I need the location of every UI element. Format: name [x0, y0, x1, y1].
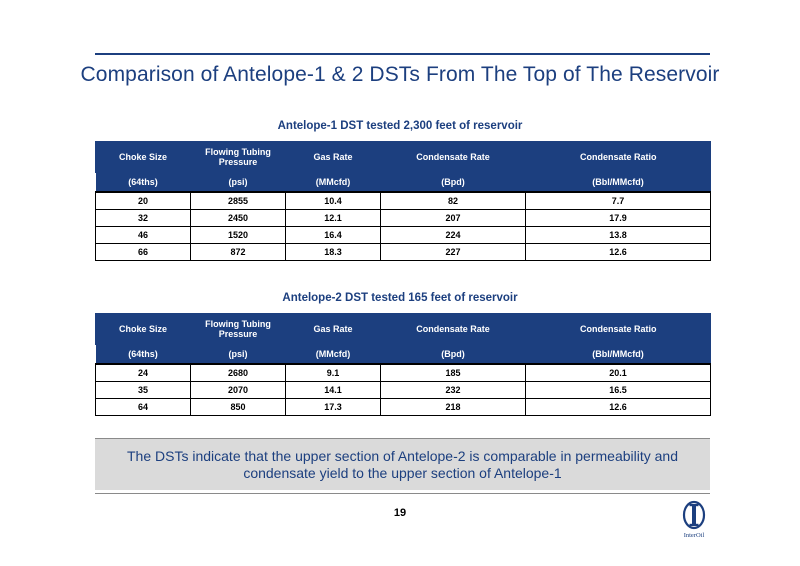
antelope-2-table: Choke Size Flowing Tubing Pressure Gas R…: [95, 313, 711, 416]
unit-choke-size: (64ths): [95, 173, 191, 192]
unit-condensate-rate: (Bpd): [380, 173, 526, 192]
table-cell: 66: [95, 243, 191, 261]
top-rule: [95, 53, 710, 55]
table-cell: 35: [95, 381, 191, 399]
table-cell: 64: [95, 398, 191, 416]
table-cell: 12.1: [285, 209, 381, 227]
table-cell: 17.3: [285, 398, 381, 416]
table-cell: 9.1: [285, 363, 381, 382]
table-cell: 16.5: [525, 381, 711, 399]
table-cell: 18.3: [285, 243, 381, 261]
unit-gas-rate: (MMcfd): [285, 173, 381, 192]
unit-condensate-ratio: (Bbl/MMcfd): [525, 173, 711, 192]
table-cell: 7.7: [525, 191, 711, 210]
table-row: 20 2855 10.4 82 7.7: [95, 191, 711, 210]
table-cell: 14.1: [285, 381, 381, 399]
table-cell: 2070: [190, 381, 286, 399]
header-condensate-rate: Condensate Rate: [380, 313, 526, 345]
table-cell: 850: [190, 398, 286, 416]
table-cell: 2450: [190, 209, 286, 227]
header-condensate-ratio: Condensate Ratio: [525, 313, 711, 345]
header-flowing-tubing-pressure: Flowing Tubing Pressure: [190, 141, 286, 173]
unit-condensate-rate: (Bpd): [380, 345, 526, 364]
table-cell: 227: [380, 243, 526, 261]
table-cell: 12.6: [525, 243, 711, 261]
table-cell: 24: [95, 363, 191, 382]
table-row: 66 872 18.3 227 12.6: [95, 243, 711, 261]
table-cell: 185: [380, 363, 526, 382]
unit-choke-size: (64ths): [95, 345, 191, 364]
logo-text: InterOil: [683, 532, 705, 539]
table-cell: 207: [380, 209, 526, 227]
summary-callout: The DSTs indicate that the upper section…: [95, 438, 710, 490]
table-cell: 32: [95, 209, 191, 227]
page-title: Comparison of Antelope-1 & 2 DSTs From T…: [80, 63, 720, 86]
table-cell: 218: [380, 398, 526, 416]
page-number: 19: [393, 507, 407, 519]
header-flowing-tubing-pressure: Flowing Tubing Pressure: [190, 313, 286, 345]
header-condensate-rate: Condensate Rate: [380, 141, 526, 173]
table-cell: 13.8: [525, 226, 711, 244]
table2-caption: Antelope-2 DST tested 165 feet of reserv…: [282, 292, 518, 304]
unit-pressure: (psi): [190, 345, 286, 364]
table-cell: 1520: [190, 226, 286, 244]
table-cell: 46: [95, 226, 191, 244]
table-cell: 232: [380, 381, 526, 399]
table1-caption: Antelope-1 DST tested 2,300 feet of rese…: [277, 120, 523, 132]
table-row: 46 1520 16.4 224 13.8: [95, 226, 711, 244]
unit-condensate-ratio: (Bbl/MMcfd): [525, 345, 711, 364]
unit-pressure: (psi): [190, 173, 286, 192]
header-choke-size: Choke Size: [95, 141, 191, 173]
antelope-1-table: Choke Size Flowing Tubing Pressure Gas R…: [95, 141, 711, 261]
header-gas-rate: Gas Rate: [285, 313, 381, 345]
table-cell: 17.9: [525, 209, 711, 227]
header-gas-rate: Gas Rate: [285, 141, 381, 173]
bottom-rule: [95, 493, 710, 494]
table-row: 35 2070 14.1 232 16.5: [95, 381, 711, 399]
table-cell: 82: [380, 191, 526, 210]
table-row: 24 2680 9.1 185 20.1: [95, 363, 711, 382]
table-cell: 12.6: [525, 398, 711, 416]
table-row: 32 2450 12.1 207 17.9: [95, 209, 711, 227]
unit-gas-rate: (MMcfd): [285, 345, 381, 364]
table-cell: 2855: [190, 191, 286, 210]
table-row: 64 850 17.3 218 12.6: [95, 398, 711, 416]
table-cell: 224: [380, 226, 526, 244]
table-cell: 10.4: [285, 191, 381, 210]
summary-text: The DSTs indicate that the upper section…: [127, 447, 678, 481]
header-choke-size: Choke Size: [95, 313, 191, 345]
header-condensate-ratio: Condensate Ratio: [525, 141, 711, 173]
table-cell: 872: [190, 243, 286, 261]
table-cell: 20: [95, 191, 191, 210]
table-cell: 16.4: [285, 226, 381, 244]
interoil-logo-icon: [682, 500, 706, 530]
table-cell: 2680: [190, 363, 286, 382]
table-cell: 20.1: [525, 363, 711, 382]
